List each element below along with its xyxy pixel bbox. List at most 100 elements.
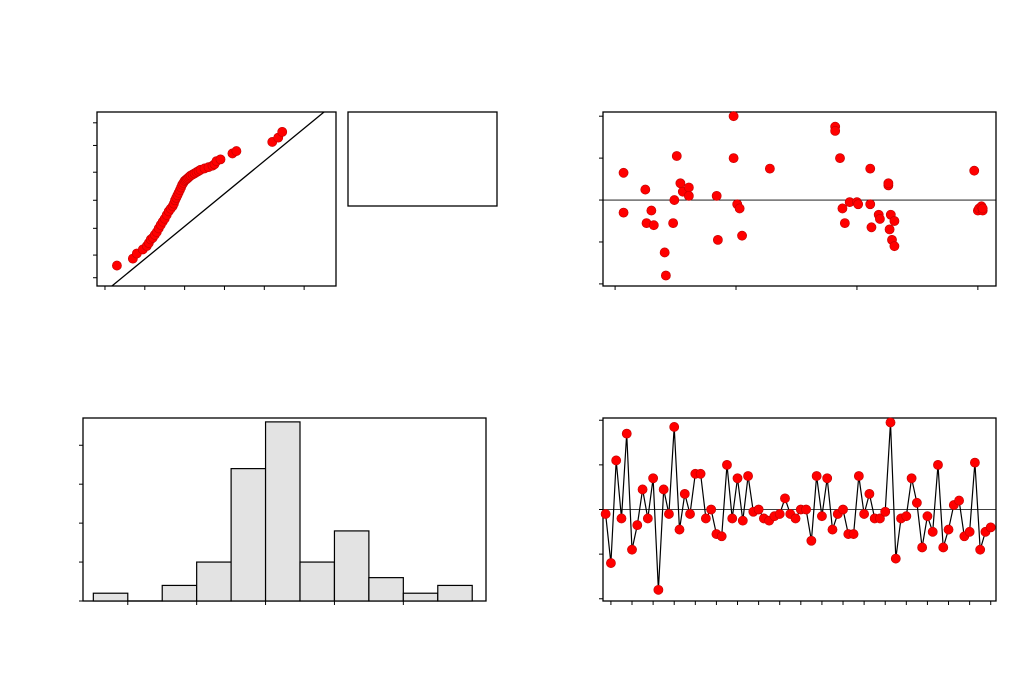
order-point <box>664 509 674 519</box>
histogram-bar <box>264 421 301 602</box>
order-point <box>727 513 738 524</box>
order-point <box>648 473 659 484</box>
fits-point <box>669 195 680 205</box>
order-point <box>606 558 616 568</box>
order-point <box>969 457 980 468</box>
order-point <box>890 553 901 564</box>
order-point <box>938 542 949 553</box>
histogram-bar <box>92 592 129 602</box>
order-point <box>732 473 743 484</box>
fits-point <box>734 203 745 214</box>
order-point <box>674 524 685 535</box>
order-point <box>658 484 669 495</box>
order-point <box>964 526 975 537</box>
order-point <box>927 526 938 537</box>
probability-point <box>277 126 288 137</box>
order-point <box>801 504 811 515</box>
order-point <box>743 471 753 481</box>
order-point <box>774 509 785 519</box>
order-point <box>954 495 964 506</box>
fits-point <box>618 207 629 218</box>
fits-point <box>668 218 679 229</box>
probability-plot-frame <box>96 111 337 287</box>
order-point <box>669 422 680 432</box>
order-point <box>943 524 954 535</box>
probability-point <box>231 146 242 156</box>
fits-point <box>889 216 900 226</box>
fits-point <box>883 178 894 189</box>
order-point <box>706 504 717 515</box>
fits-point <box>683 182 694 193</box>
fits-point <box>712 234 723 245</box>
order-point <box>864 488 875 499</box>
order-point <box>685 509 695 519</box>
order-point <box>901 511 912 522</box>
fits-point <box>866 222 877 233</box>
fits-point <box>764 163 775 174</box>
fits-point <box>865 163 876 174</box>
order-point <box>700 513 711 524</box>
order-point <box>885 417 896 428</box>
histogram-bar <box>333 530 370 602</box>
fits-point <box>646 205 657 216</box>
order-point <box>806 535 817 546</box>
fits-point <box>835 153 845 164</box>
histogram-bar <box>196 561 232 602</box>
order-point <box>722 459 732 470</box>
order-point <box>790 513 801 524</box>
histogram-bar <box>368 577 404 602</box>
fits-point <box>683 190 694 201</box>
fits-point <box>837 203 848 214</box>
order-point <box>811 471 822 481</box>
fits-point <box>671 151 682 161</box>
order-point <box>716 531 727 542</box>
order-point <box>632 520 643 531</box>
fits-point <box>830 125 841 136</box>
fits-point <box>660 270 671 281</box>
order-point <box>642 513 653 524</box>
order-point <box>838 504 848 515</box>
order-point <box>911 497 922 508</box>
fits-point <box>711 190 722 201</box>
residual-histogram-panel <box>79 417 487 605</box>
order-point <box>827 524 838 535</box>
fits-point <box>875 214 885 224</box>
order-point <box>848 529 859 539</box>
fits-point <box>648 220 659 231</box>
residuals-versus-order-panel <box>599 417 997 605</box>
fits-point <box>969 165 980 176</box>
order-point <box>933 459 943 470</box>
histogram-bar <box>299 561 336 602</box>
order-point <box>975 544 986 555</box>
order-series-line <box>605 422 992 590</box>
histogram-bar <box>161 584 198 602</box>
fits-point <box>884 224 895 235</box>
histogram-bar <box>437 584 473 602</box>
order-point <box>880 506 891 517</box>
fits-point <box>865 199 876 210</box>
fits-point <box>618 167 629 178</box>
order-point <box>853 471 864 481</box>
order-point <box>822 473 833 484</box>
order-point <box>875 513 885 524</box>
order-point <box>627 544 637 555</box>
order-point <box>737 515 748 526</box>
order-point <box>985 522 996 533</box>
order-point <box>653 584 664 595</box>
order-point <box>637 484 648 495</box>
order-point <box>817 511 827 522</box>
fits-point <box>839 218 850 229</box>
order-point <box>679 488 690 499</box>
probability-point <box>215 154 226 165</box>
probability-fit-line <box>110 112 325 286</box>
residuals-versus-fits-panel <box>599 111 997 290</box>
probability-legend-box <box>347 111 498 207</box>
fits-point <box>853 199 864 210</box>
fits-point <box>728 111 739 122</box>
order-point <box>616 513 627 524</box>
order-point <box>695 468 706 479</box>
order-point <box>600 509 611 519</box>
order-point <box>780 493 790 504</box>
order-point <box>753 504 764 515</box>
